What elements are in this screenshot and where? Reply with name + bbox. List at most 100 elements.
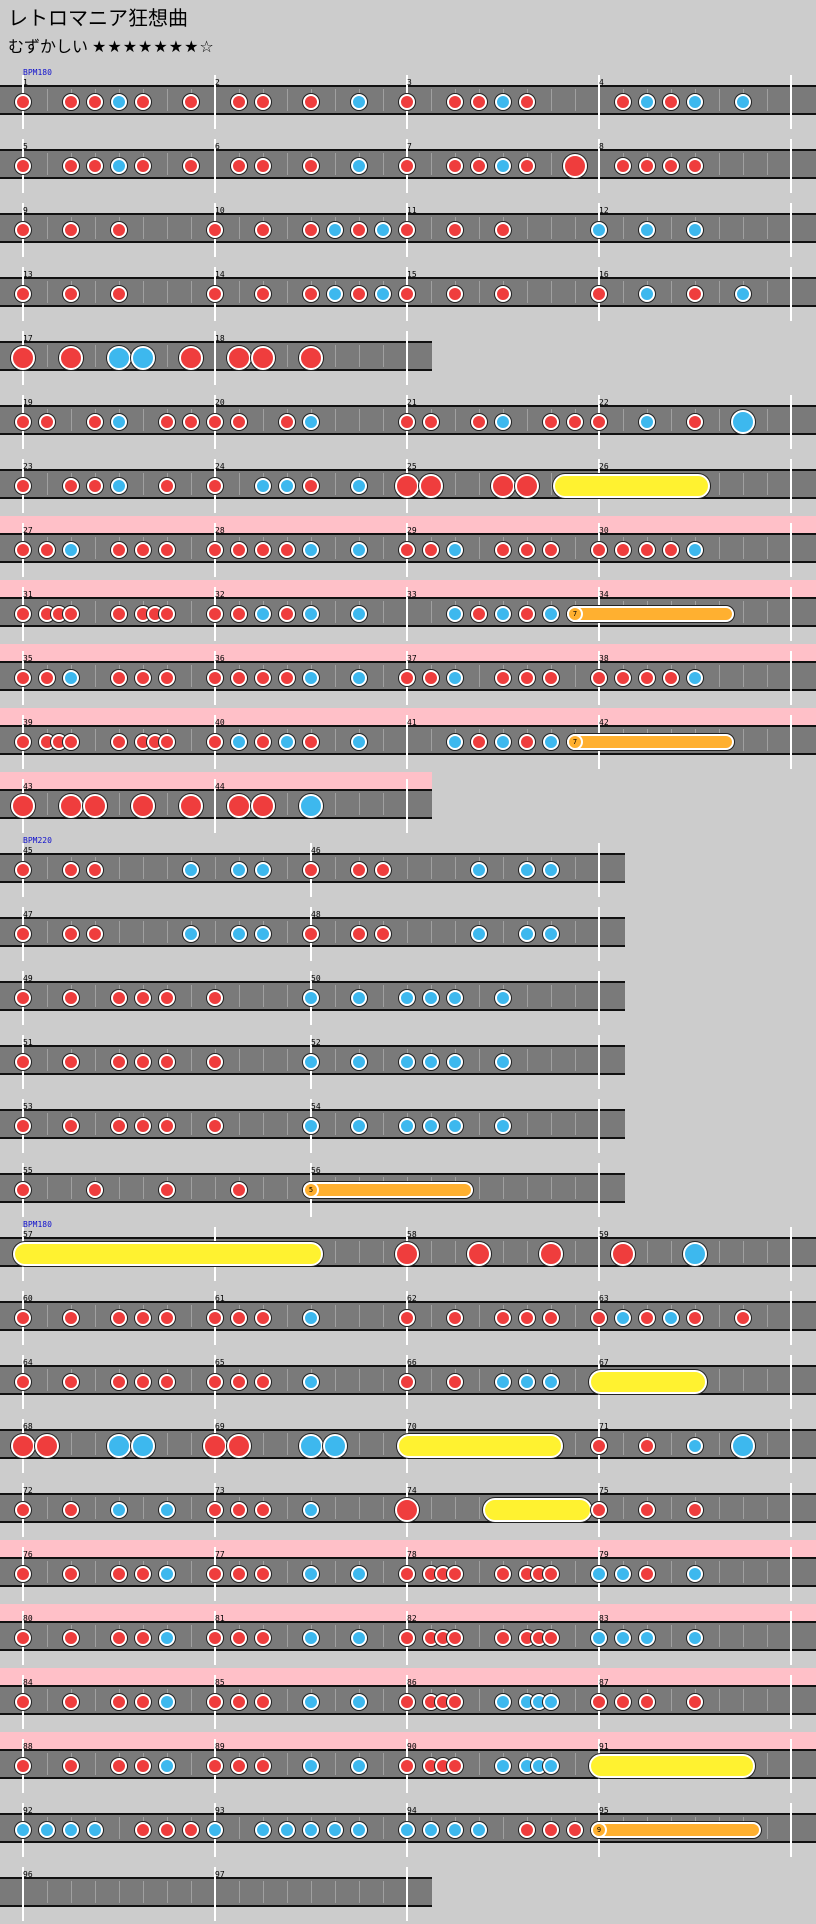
beat-line — [575, 1433, 576, 1455]
drumroll-note — [589, 1370, 708, 1394]
don-note — [447, 222, 463, 238]
beat-line — [479, 281, 480, 303]
beat-line — [335, 1241, 336, 1263]
balloon-note: 7 — [567, 606, 735, 622]
beat-line — [623, 1497, 624, 1519]
don-note — [15, 926, 31, 942]
note-lane: 47 48 — [0, 907, 625, 961]
measure-barline — [790, 459, 792, 513]
beat-line — [767, 1369, 768, 1391]
don-note — [63, 1374, 79, 1390]
measure-barline — [22, 1867, 24, 1921]
beat-line — [455, 921, 456, 943]
ka-note — [183, 862, 199, 878]
beat-line — [167, 281, 168, 303]
measure-number: 73 — [215, 1486, 225, 1495]
don-note — [111, 1758, 127, 1774]
don-note — [495, 1310, 511, 1326]
don-note — [231, 1374, 247, 1390]
ka-note — [543, 926, 559, 942]
beat-line — [335, 1113, 336, 1135]
don-note — [87, 1182, 103, 1198]
beat-line — [47, 793, 48, 815]
ka-note — [519, 1374, 535, 1390]
ka-note — [615, 1630, 631, 1646]
beat-line — [455, 1241, 456, 1263]
ka-note — [615, 1310, 631, 1326]
measure-number: 24 — [215, 462, 225, 471]
beat-line — [431, 153, 432, 175]
ka-note — [63, 542, 79, 558]
ka-note — [279, 734, 295, 750]
beat-line — [479, 217, 480, 239]
don-note — [207, 286, 223, 302]
beat-line — [95, 1433, 96, 1455]
beat-line — [47, 89, 48, 111]
measure-number: 12 — [599, 206, 609, 215]
big-ka-note — [131, 346, 155, 370]
beat-line — [359, 409, 360, 431]
don-note — [687, 158, 703, 174]
beat-line — [191, 985, 192, 1007]
don-note — [303, 478, 319, 494]
chart-row: 19 20 21 22 — [0, 388, 816, 452]
measure-barline — [598, 75, 600, 129]
don-note — [543, 1630, 559, 1646]
measure-number: 62 — [407, 1294, 417, 1303]
beat-line — [239, 1049, 240, 1071]
beat-line — [719, 537, 720, 559]
note-lane: 80 81 82 83 — [0, 1611, 816, 1665]
don-note — [303, 222, 319, 238]
measure-number: 11 — [407, 206, 417, 215]
ka-note — [495, 606, 511, 622]
beat-line — [287, 1561, 288, 1583]
beat-line — [167, 1881, 168, 1903]
ka-note — [159, 1758, 175, 1774]
don-note — [63, 94, 79, 110]
big-don-note — [467, 1242, 491, 1266]
ka-note — [399, 990, 415, 1006]
measure-number: 27 — [23, 526, 33, 535]
chart-row: 1 2 3 4 BPM180 — [0, 68, 816, 132]
don-note — [231, 1630, 247, 1646]
don-note — [471, 94, 487, 110]
ka-note — [303, 1502, 319, 1518]
measure-barline — [406, 1867, 408, 1921]
measure-number: 19 — [23, 398, 33, 407]
don-note — [663, 158, 679, 174]
ka-note — [279, 1822, 295, 1838]
beat-line — [383, 985, 384, 1007]
beat-line — [95, 1369, 96, 1391]
beat-line — [767, 1305, 768, 1327]
don-note — [615, 94, 631, 110]
beat-line — [767, 217, 768, 239]
don-note — [399, 1566, 415, 1582]
beat-line — [743, 1497, 744, 1519]
don-note — [63, 1118, 79, 1134]
beat-line — [95, 729, 96, 751]
beat-line — [431, 281, 432, 303]
beat-line — [455, 473, 456, 495]
measure-number: 80 — [23, 1614, 33, 1623]
measure-number: 32 — [215, 590, 225, 599]
big-ka-note — [731, 410, 755, 434]
ka-note — [447, 1118, 463, 1134]
beat-line — [335, 537, 336, 559]
ka-note — [375, 222, 391, 238]
measure-number: 39 — [23, 718, 33, 727]
measure-number: 93 — [215, 1806, 225, 1815]
chart-row: 60 61 62 63 — [0, 1284, 816, 1348]
beat-line — [743, 1241, 744, 1263]
measure-barline — [214, 1867, 216, 1921]
don-note — [231, 606, 247, 622]
beat-line — [527, 985, 528, 1007]
don-note — [135, 1694, 151, 1710]
balloon-count: 7 — [567, 734, 583, 750]
beat-line — [71, 409, 72, 431]
note-lane: 76 77 78 79 — [0, 1547, 816, 1601]
beat-line — [575, 89, 576, 111]
don-note — [135, 1054, 151, 1070]
drumroll-note — [483, 1498, 593, 1522]
chart-row: 96 97 — [0, 1860, 432, 1924]
gogo-section — [0, 1604, 816, 1621]
